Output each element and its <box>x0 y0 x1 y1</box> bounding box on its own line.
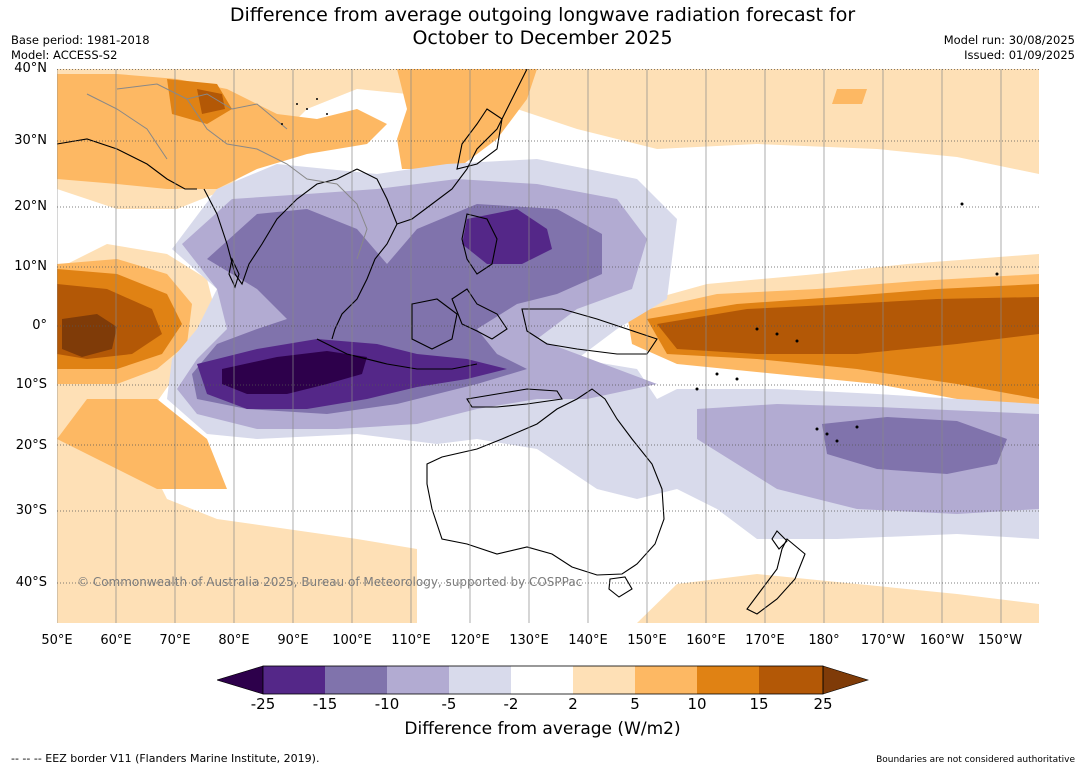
boundaries-note: Boundaries are not considered authoritat… <box>876 755 1075 765</box>
colorbar-swatch-below <box>217 665 264 695</box>
lon-label: 50°E <box>41 633 73 648</box>
meta-left: Base period: 1981-2018 Model: ACCESS-S2 <box>11 33 150 63</box>
colorbar-tick-label: 2 <box>568 695 578 713</box>
title-line-1: Difference from average outgoing longwav… <box>229 4 856 26</box>
lat-label: 40°S <box>15 575 47 590</box>
colorbar-tick-label: -2 <box>503 695 519 713</box>
model-text: Model: ACCESS-S2 <box>11 48 118 62</box>
lat-label: 20°S <box>15 438 47 453</box>
lon-label: 110°E <box>391 633 431 648</box>
colorbar-swatch <box>573 666 635 694</box>
lon-label: 140°E <box>568 633 608 648</box>
map-title: Difference from average outgoing longwav… <box>0 4 1085 50</box>
lat-label: 30°S <box>15 503 47 518</box>
lat-label: 10°S <box>15 377 47 392</box>
lon-label: 60°E <box>100 633 132 648</box>
map-canvas <box>57 69 1039 623</box>
meta-right: Model run: 30/08/2025 Issued: 01/09/2025 <box>944 33 1075 63</box>
colorbar-tick-label: 5 <box>630 695 640 713</box>
colorbar-tick-label: -10 <box>374 695 400 713</box>
country-borders <box>86 83 368 260</box>
colorbar-swatch <box>511 666 573 694</box>
lon-label: 70°E <box>159 633 191 648</box>
colorbar-label: Difference from average (W/m2) <box>404 719 681 739</box>
olr-anomaly-map <box>57 69 1039 623</box>
colorbar-swatch <box>449 666 511 694</box>
colorbar-swatch-above <box>822 665 869 695</box>
lon-label: 130°E <box>509 633 549 648</box>
colorbar-tick-label: -25 <box>250 695 276 713</box>
lat-label: 0° <box>32 318 47 333</box>
base-period-text: Base period: 1981-2018 <box>11 33 150 47</box>
lon-gridlines <box>57 69 1002 623</box>
lon-label: 150°W <box>977 633 1023 648</box>
lat-label: 30°N <box>14 133 47 148</box>
colorbar-tick-label: -5 <box>441 695 457 713</box>
copyright-text: © Commonwealth of Australia 2025, Bureau… <box>77 575 583 589</box>
lon-label: 180° <box>808 633 840 648</box>
model-run-text: Model run: 30/08/2025 <box>943 33 1075 47</box>
issued-text: Issued: 01/09/2025 <box>964 48 1075 62</box>
lat-label: 10°N <box>14 259 47 274</box>
lat-label: 40°N <box>14 61 47 76</box>
colorbar-swatch <box>263 666 325 694</box>
colorbar <box>217 665 869 695</box>
colorbar-tick-label: 10 <box>687 695 707 713</box>
lat-label: 20°N <box>14 199 47 214</box>
lon-label: 120°E <box>450 633 490 648</box>
colorbar-swatch <box>325 666 387 694</box>
colorbar-tick-label: -15 <box>312 695 338 713</box>
eez-border-note: -- -- -- EEZ border V11 (Flanders Marine… <box>11 752 320 765</box>
anomaly-fill-below-minus-25 <box>222 351 367 394</box>
anomaly-fill-above-25 <box>62 314 117 357</box>
colorbar-tick-label: 25 <box>813 695 833 713</box>
islands <box>281 98 999 443</box>
colorbar-swatch <box>759 666 823 694</box>
lon-label: 80°E <box>218 633 250 648</box>
lon-label: 100°E <box>332 633 372 648</box>
colorbar-swatch <box>387 666 449 694</box>
lon-label: 90°E <box>277 633 309 648</box>
lon-label: 160°E <box>686 633 726 648</box>
lon-label: 170°E <box>745 633 785 648</box>
lon-label: 160°W <box>919 633 965 648</box>
colorbar-swatch <box>635 666 697 694</box>
lon-label: 170°W <box>860 633 906 648</box>
title-line-2: October to December 2025 <box>412 27 673 49</box>
colorbar-swatch <box>697 666 759 694</box>
colorbar-tick-label: 15 <box>749 695 769 713</box>
lon-label: 150°E <box>627 633 667 648</box>
